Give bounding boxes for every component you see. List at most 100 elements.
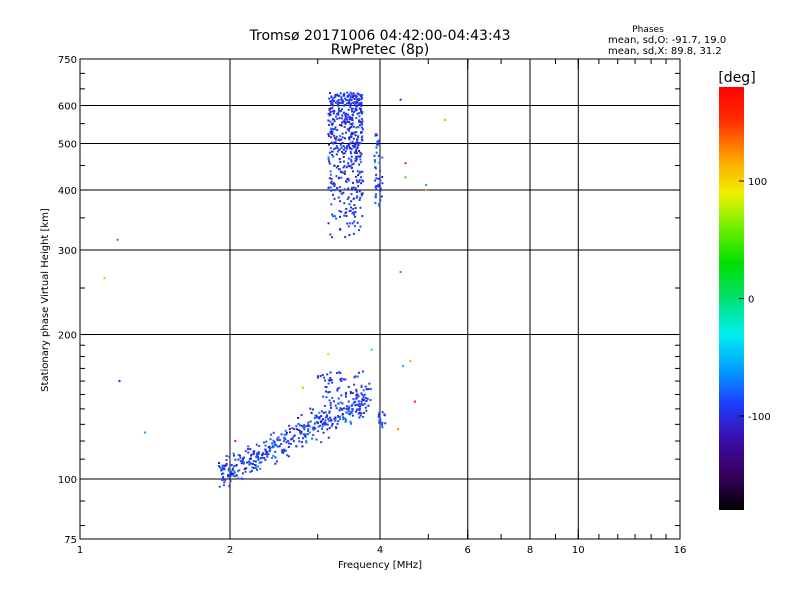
data-point [278,445,281,448]
data-point [335,166,338,169]
data-point [347,385,350,388]
data-point [330,203,333,206]
data-point [354,225,356,228]
data-point [338,186,341,189]
data-point [307,430,309,432]
data-point [330,419,333,422]
data-point [381,176,384,178]
data-point [306,433,309,436]
data-point [344,115,347,118]
data-point [327,158,330,161]
data-point [257,457,260,460]
data-point [350,193,353,196]
data-point [330,129,333,132]
data-point [351,122,354,125]
data-point [359,206,362,209]
data-point [272,431,275,434]
data-point [264,448,267,451]
data-point [348,222,351,225]
data-point [350,110,353,113]
data-point [223,464,226,467]
data-point [327,133,330,136]
data-point [381,421,384,424]
data-point [348,136,350,139]
data-point [355,394,358,397]
data-point [397,428,400,431]
data-point [356,375,359,378]
data-point [229,474,232,477]
data-point [364,397,367,400]
data-point [364,406,367,409]
data-point [327,135,330,137]
data-point [343,170,346,173]
data-point [274,443,277,446]
data-point [312,428,315,431]
data-point [254,460,257,463]
data-point [336,100,339,103]
data-point [227,468,230,471]
data-point [346,95,349,98]
data-point [342,112,345,115]
data-point [381,182,384,185]
data-point [350,135,353,138]
data-point [425,183,428,186]
data-point [356,393,359,396]
data-point [328,399,331,402]
data-point [359,170,362,173]
data-point [366,397,369,400]
data-point [228,470,231,473]
chart-title: Tromsø 20171006 04:42:00-04:43:43 [249,28,511,44]
data-point [243,461,246,464]
data-point [327,382,330,385]
data-point [256,468,259,471]
data-point [221,473,223,476]
data-point [374,201,377,204]
data-point [355,397,358,400]
data-point [276,439,279,442]
colorbar-label: [deg] [718,70,755,86]
data-point [318,417,321,420]
data-point [339,148,341,151]
data-point [329,377,332,379]
data-point [336,146,339,149]
data-point [336,422,339,425]
data-point [351,407,354,410]
data-point [349,413,352,416]
data-point [355,105,358,108]
data-point [351,144,354,147]
data-point [361,112,363,115]
data-point [333,141,336,144]
data-point [328,143,330,146]
data-point [244,470,247,473]
data-point [360,400,363,403]
data-point [324,379,326,382]
data-point [327,391,330,394]
data-point [247,448,249,451]
data-point [376,140,379,143]
data-point [378,411,381,414]
data-point [363,402,366,405]
data-point [232,474,235,477]
y-tick-label: 75 [64,535,77,546]
data-point [348,100,351,103]
data-point [343,152,346,155]
data-point [338,135,341,137]
data-point [341,402,344,405]
data-point [240,462,243,465]
data-point [358,404,361,407]
data-point [315,416,318,419]
data-point [375,133,378,136]
data-point [260,461,263,464]
data-point [340,146,343,149]
data-point [347,400,350,403]
data-point [359,225,362,228]
data-point [336,372,339,374]
data-point [340,192,343,195]
data-point [337,420,340,423]
data-point [359,414,362,417]
data-point [317,375,319,378]
data-point [334,95,337,98]
data-point [237,454,240,456]
data-point [271,444,274,447]
